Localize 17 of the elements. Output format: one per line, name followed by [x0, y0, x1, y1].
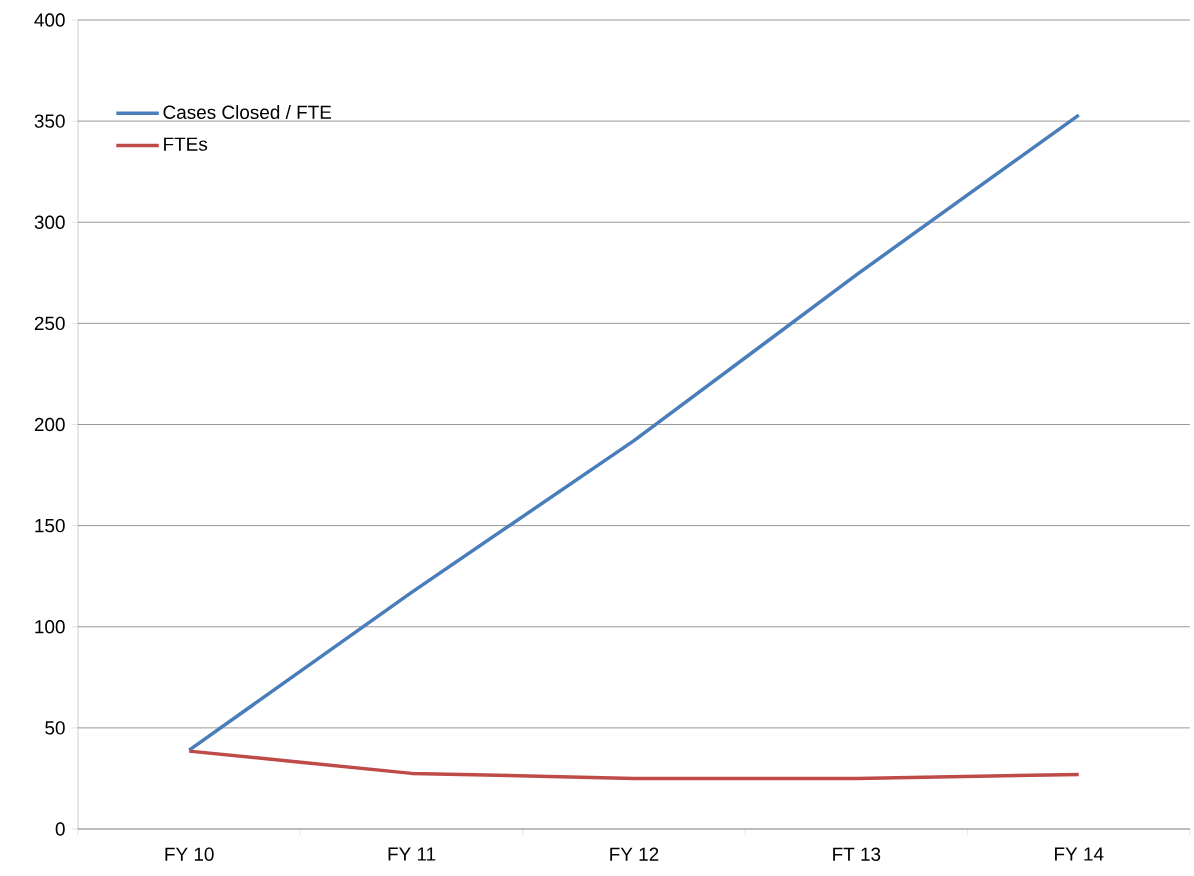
- y-tick-label: 400: [34, 13, 65, 27]
- x-tick-label: FY 14: [1055, 847, 1104, 861]
- y-tick-label: 50: [45, 721, 65, 735]
- y-tick-label: 100: [35, 620, 65, 634]
- y-tick-label: 350: [34, 114, 65, 128]
- y-tick-label: 200: [34, 417, 65, 432]
- y-tick-label: 250: [34, 316, 65, 331]
- legend-label: FTEs: [164, 137, 208, 151]
- x-tick-label: FY 12: [610, 847, 659, 861]
- x-tick-label: FT 13: [833, 847, 881, 861]
- line-series: [187, 749, 1081, 781]
- x-tick-label: FY 11: [388, 847, 436, 861]
- x-tick-label: FY 10: [165, 847, 214, 861]
- legend-label: Cases Closed / FTE: [163, 105, 332, 119]
- y-tick-label: 0: [55, 822, 65, 836]
- y-tick-label: 150: [35, 518, 65, 533]
- y-tick-label: 300: [34, 215, 65, 229]
